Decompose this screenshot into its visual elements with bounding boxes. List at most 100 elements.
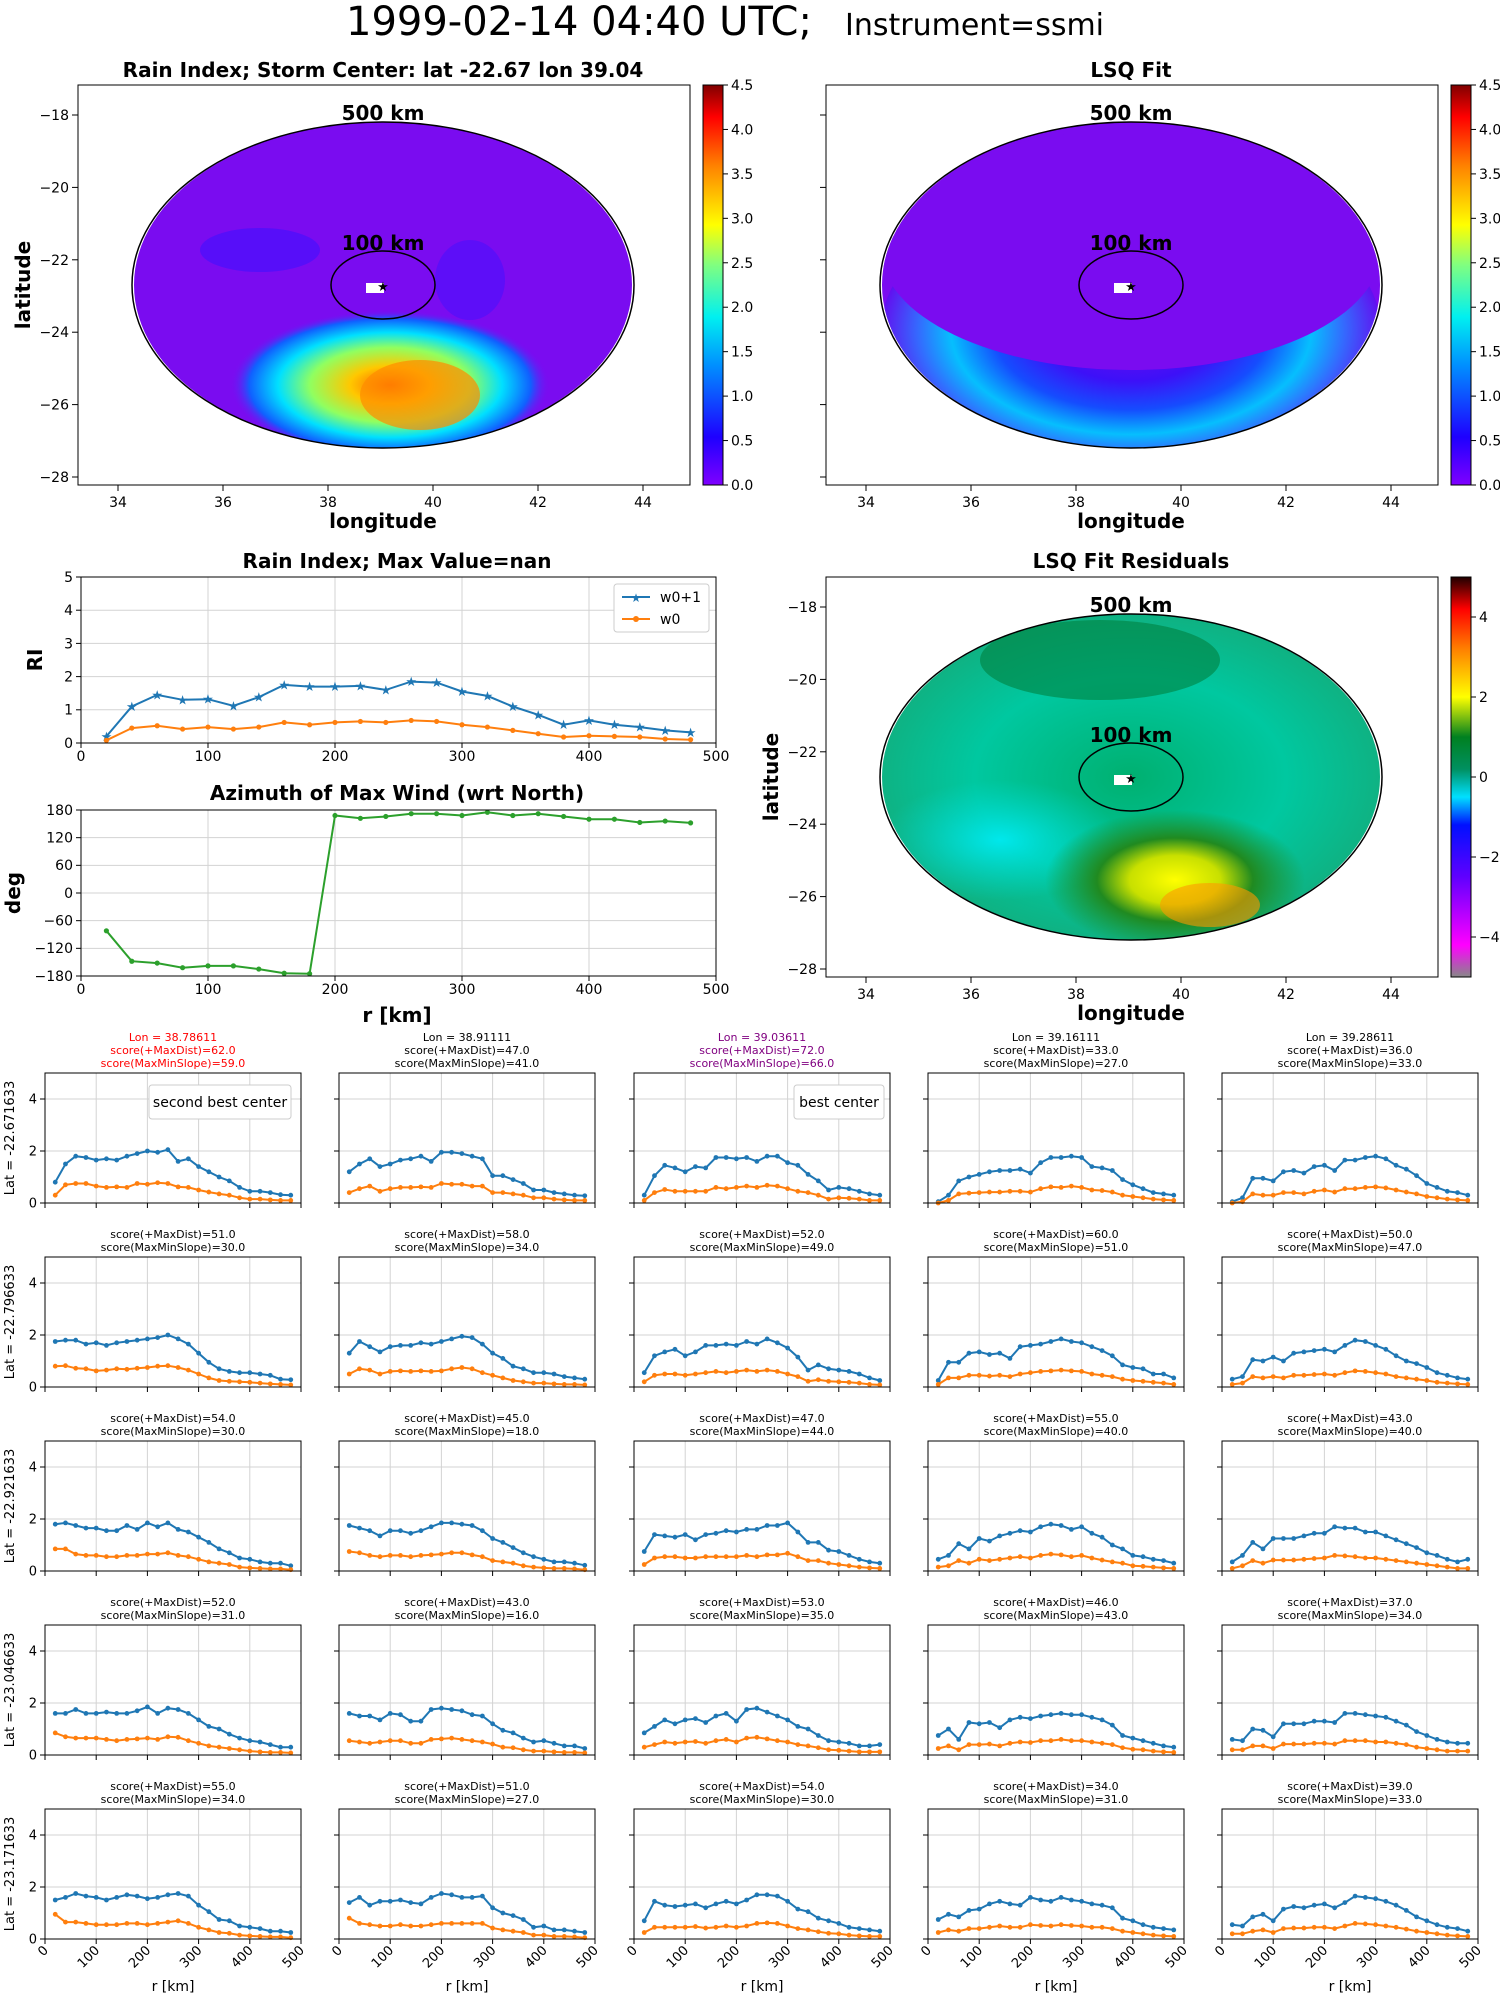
m3-xtick-label: 36 xyxy=(962,987,980,1003)
panel-w0-point xyxy=(357,1550,362,1556)
panel-w0p1-point xyxy=(145,1704,150,1710)
panel-w0-point xyxy=(1140,1378,1146,1384)
panel-w0-point xyxy=(510,1928,516,1934)
panel-w0p1-point xyxy=(459,1708,465,1714)
panel-w0-point xyxy=(155,1551,161,1557)
panel-ticks xyxy=(334,1282,596,1392)
panel-w0p1-point xyxy=(956,1541,962,1547)
panel-w0-point xyxy=(408,1923,414,1929)
panel-w0p1-point xyxy=(1403,1358,1409,1364)
panel-w0p1-point xyxy=(1150,1190,1156,1195)
rain-ring-500km xyxy=(131,121,635,449)
panel-ytick-label: 0 xyxy=(29,1197,37,1212)
panel-w0p1-point xyxy=(672,1534,678,1540)
panel-w0p1-point xyxy=(175,1891,181,1896)
cb3-ticks-label: 0 xyxy=(1479,770,1488,786)
az-xtick-label: 500 xyxy=(703,982,730,998)
panel-w0-point xyxy=(93,1368,99,1374)
panel-xtick-label: 300 xyxy=(1060,1943,1088,1971)
panel-w0-point xyxy=(946,1563,951,1569)
panel-w0-point xyxy=(1332,1741,1338,1747)
panel-w0p1-point xyxy=(1465,1928,1471,1934)
panel-w0p1-point xyxy=(1058,1336,1064,1342)
panel-w0p1-point xyxy=(1434,1737,1440,1742)
panel-grid xyxy=(633,1257,891,1388)
panel-w0-point xyxy=(795,1554,801,1560)
panel-frame xyxy=(44,1440,302,1572)
panel-w0p1-point xyxy=(826,1366,831,1372)
panel-w0p1-point xyxy=(267,1928,273,1934)
lsq-colorbar xyxy=(1450,84,1472,486)
panel-score-maxdist: score(+MaxDist)=58.0 xyxy=(404,1228,529,1241)
panel-w0p1-point xyxy=(754,1527,760,1532)
panel-w0p1-point xyxy=(226,1918,232,1924)
panel-w0-point xyxy=(531,1748,536,1754)
az-chart-ylabel: deg xyxy=(1,872,25,914)
panel-w0-point xyxy=(479,1921,485,1926)
ri-xtick-label: 0 xyxy=(77,749,86,765)
panel-w0-point xyxy=(500,1744,506,1750)
panel-w0-point xyxy=(1373,1370,1378,1376)
panel-w0p1-point xyxy=(73,1153,79,1159)
panel-series xyxy=(1229,1711,1471,1754)
panel-ticks xyxy=(1217,1466,1479,1576)
panel-w0-point xyxy=(73,1181,79,1186)
panel-w0p1-point xyxy=(1444,1556,1450,1562)
panel-w0-point xyxy=(93,1553,99,1558)
panel-w0-point xyxy=(785,1923,790,1929)
panel-w0-point xyxy=(185,1185,191,1190)
panel-score-maxdist: score(+MaxDist)=52.0 xyxy=(699,1228,824,1241)
suptitle: 1999-02-14 04:40 UTC; Instrument=ssmi xyxy=(346,0,1104,45)
panel-frame xyxy=(927,1808,1185,1940)
panel-w0p1-point xyxy=(63,1337,68,1343)
panel-w0p1-point xyxy=(237,1185,242,1190)
panel-w0-point xyxy=(1120,1928,1125,1934)
panel-w0p1-point xyxy=(1342,1525,1348,1531)
panel-w0-point xyxy=(582,1382,588,1388)
panel-series xyxy=(935,1336,1177,1387)
panel-w0p1-point xyxy=(1352,1525,1358,1531)
panel-w0-point xyxy=(387,1923,393,1929)
panel-w0-point xyxy=(744,1553,750,1558)
panel-w0p1-point xyxy=(1120,1177,1125,1182)
panel-w0p1-point xyxy=(662,1717,668,1723)
panel-w0-point xyxy=(459,1550,465,1556)
panel-w0p1-line xyxy=(55,1705,291,1749)
panel-w0-point xyxy=(1120,1376,1125,1382)
panel-score-maxminslope: score(MaxMinSlope)=16.0 xyxy=(395,1609,540,1622)
panel-score-maxdist: score(+MaxDist)=53.0 xyxy=(699,1596,824,1609)
panel-w0-point xyxy=(713,1185,719,1190)
panel-w0-point xyxy=(237,1747,242,1753)
panel-w0-line xyxy=(54,1731,291,1754)
panel-w0-point xyxy=(398,1368,403,1374)
panel-w0-line xyxy=(937,1369,1174,1386)
panel-ticks xyxy=(923,1466,1185,1576)
panel-ytick-label: 0 xyxy=(29,1749,37,1764)
panel-w0-point xyxy=(867,1565,872,1571)
panel-w0p1-point xyxy=(1140,1554,1146,1560)
panel-w0-point xyxy=(1240,1931,1245,1937)
panel-w0-point xyxy=(935,1930,941,1935)
panel-w0-point xyxy=(1465,1934,1471,1939)
panel-w0-point xyxy=(346,1549,352,1554)
panel-w0-point xyxy=(1171,1566,1177,1571)
panel-w0-point xyxy=(713,1738,719,1744)
panel-w0p1-point xyxy=(774,1893,780,1899)
panel-w0p1-line xyxy=(348,1521,585,1567)
panel-w0-point xyxy=(1281,1190,1286,1195)
panel-ticks xyxy=(1217,1282,1479,1392)
panel-w0-point xyxy=(1424,1194,1430,1199)
panel-w0p1-point xyxy=(966,1546,972,1552)
panel-w0-line xyxy=(55,1364,291,1386)
ri-w0p1-point: ★ xyxy=(532,708,544,723)
panel-w0p1-point xyxy=(946,1359,951,1365)
panel-w0-point xyxy=(367,1922,373,1928)
panel-w0p1-point xyxy=(1352,1157,1358,1163)
panel-w0p1-line xyxy=(937,1523,1175,1565)
panel-w0p1-point xyxy=(856,1556,862,1562)
panel-w0-point xyxy=(946,1927,951,1933)
panel-score-maxminslope: score(MaxMinSlope)=27.0 xyxy=(395,1793,540,1806)
rain-colorbar-ticks: 0.00.51.01.52.02.53.03.54.04.5 xyxy=(723,78,753,494)
panel-w0p1-point xyxy=(155,1149,161,1155)
panel-w0p1-point xyxy=(531,1924,536,1930)
